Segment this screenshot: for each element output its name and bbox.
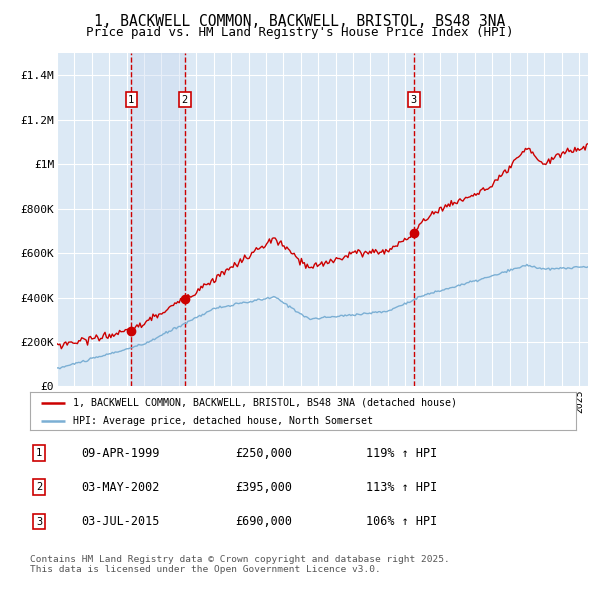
Text: £250,000: £250,000 (235, 447, 293, 460)
Text: 09-APR-1999: 09-APR-1999 (81, 447, 159, 460)
Text: 1, BACKWELL COMMON, BACKWELL, BRISTOL, BS48 3NA: 1, BACKWELL COMMON, BACKWELL, BRISTOL, B… (94, 14, 506, 30)
Text: Price paid vs. HM Land Registry's House Price Index (HPI): Price paid vs. HM Land Registry's House … (86, 26, 514, 39)
Text: Contains HM Land Registry data © Crown copyright and database right 2025.
This d: Contains HM Land Registry data © Crown c… (30, 555, 450, 574)
Text: HPI: Average price, detached house, North Somerset: HPI: Average price, detached house, Nort… (73, 415, 373, 425)
Bar (131, 53, 185, 386)
Text: 03-MAY-2002: 03-MAY-2002 (81, 481, 159, 494)
Text: 1: 1 (128, 95, 134, 105)
Text: £395,000: £395,000 (235, 481, 293, 494)
Text: 119% ↑ HPI: 119% ↑ HPI (367, 447, 437, 460)
Text: 1: 1 (36, 448, 42, 458)
Text: 2: 2 (182, 95, 188, 105)
Text: 3: 3 (36, 517, 42, 526)
Text: 106% ↑ HPI: 106% ↑ HPI (367, 515, 437, 528)
Text: 1, BACKWELL COMMON, BACKWELL, BRISTOL, BS48 3NA (detached house): 1, BACKWELL COMMON, BACKWELL, BRISTOL, B… (73, 398, 457, 408)
Text: 113% ↑ HPI: 113% ↑ HPI (367, 481, 437, 494)
Text: 3: 3 (411, 95, 417, 105)
Text: £690,000: £690,000 (235, 515, 293, 528)
Text: 03-JUL-2015: 03-JUL-2015 (81, 515, 159, 528)
Text: 2: 2 (36, 483, 42, 492)
